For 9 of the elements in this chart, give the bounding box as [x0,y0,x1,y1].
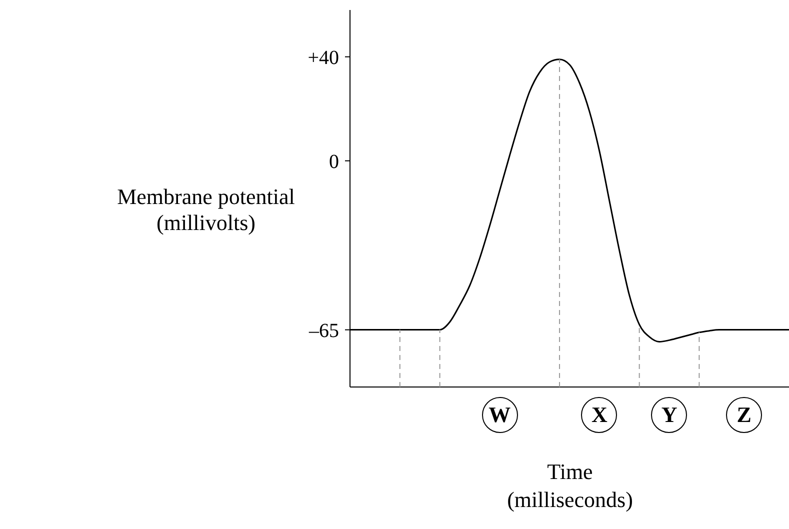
text: W [488,402,511,428]
y-tick-label: +40 [308,46,339,69]
text: X [591,402,608,428]
y-axis-title: Membrane potential (millivolts) [116,184,296,236]
x-axis-title: Time (milliseconds) [506,458,634,514]
y-tick-label: –65 [308,320,339,342]
text: Y [661,402,678,428]
y-tick-label: 0 [329,150,339,173]
text: Z [736,402,752,428]
